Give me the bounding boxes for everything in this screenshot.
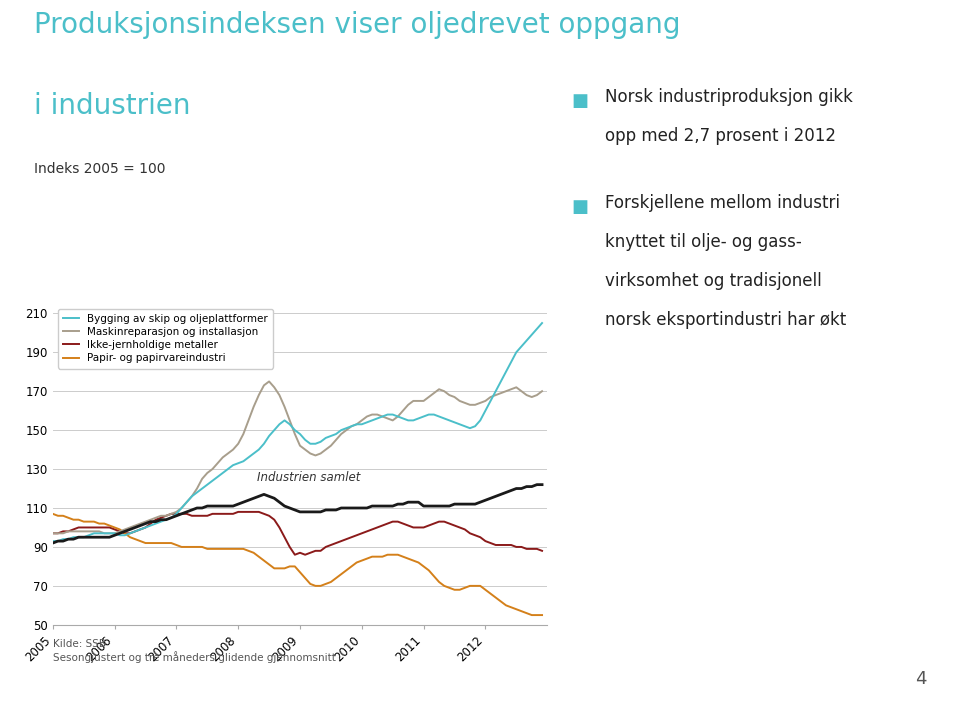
- Text: 4: 4: [915, 671, 926, 688]
- Text: Indeks 2005 = 100: Indeks 2005 = 100: [34, 162, 165, 176]
- Text: Industrien samlet: Industrien samlet: [256, 471, 360, 484]
- Text: opp med 2,7 prosent i 2012: opp med 2,7 prosent i 2012: [605, 127, 836, 145]
- Text: Forskjellene mellom industri: Forskjellene mellom industri: [605, 194, 840, 212]
- Text: i industrien: i industrien: [34, 92, 190, 120]
- Text: Norsk industriproduksjon gikk: Norsk industriproduksjon gikk: [605, 88, 852, 106]
- Legend: Bygging av skip og oljeplattformer, Maskinreparasjon og installasjon, Ikke-jernh: Bygging av skip og oljeplattformer, Mask…: [58, 309, 274, 369]
- Text: Produksjonsindeksen viser oljedrevet oppgang: Produksjonsindeksen viser oljedrevet opp…: [34, 11, 680, 39]
- Text: knyttet til olje- og gass-: knyttet til olje- og gass-: [605, 233, 802, 251]
- Text: Kilde: SSB
Sesongjustert og tre måneders glidende gjennomsnitt: Kilde: SSB Sesongjustert og tre måneders…: [53, 639, 336, 663]
- Text: virksomhet og tradisjonell: virksomhet og tradisjonell: [605, 272, 822, 289]
- Text: ■: ■: [571, 198, 588, 215]
- Text: ■: ■: [571, 92, 588, 109]
- Text: norsk eksportindustri har økt: norsk eksportindustri har økt: [605, 311, 846, 328]
